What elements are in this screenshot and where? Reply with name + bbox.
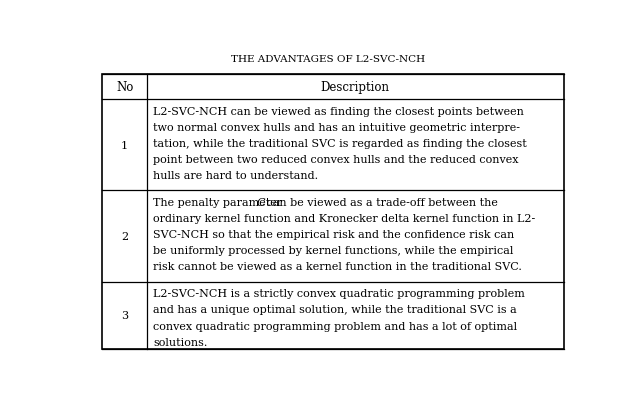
Text: and has a unique optimal solution, while the traditional SVC is a: and has a unique optimal solution, while… — [154, 305, 517, 315]
Text: SVC-NCH so that the empirical risk and the confidence risk can: SVC-NCH so that the empirical risk and t… — [154, 230, 515, 240]
Bar — [102, 74, 564, 349]
Text: point between two reduced convex hulls and the reduced convex: point between two reduced convex hulls a… — [154, 155, 519, 165]
Text: risk cannot be viewed as a kernel function in the traditional SVC.: risk cannot be viewed as a kernel functi… — [154, 262, 522, 272]
Text: L2-SVC-NCH can be viewed as finding the closest points between: L2-SVC-NCH can be viewed as finding the … — [154, 107, 524, 116]
Text: can be viewed as a trade-off between the: can be viewed as a trade-off between the — [263, 198, 498, 208]
Text: solutions.: solutions. — [154, 337, 208, 347]
Text: two normal convex hulls and has an intuitive geometric interpre-: two normal convex hulls and has an intui… — [154, 123, 520, 132]
Text: 1: 1 — [121, 140, 128, 150]
Text: be uniformly processed by kernel functions, while the empirical: be uniformly processed by kernel functio… — [154, 246, 514, 256]
Text: tation, while the traditional SVC is regarded as finding the closest: tation, while the traditional SVC is reg… — [154, 139, 527, 148]
Text: hulls are hard to understand.: hulls are hard to understand. — [154, 171, 319, 181]
Text: L2-SVC-NCH is a strictly convex quadratic programming problem: L2-SVC-NCH is a strictly convex quadrati… — [154, 289, 525, 299]
Text: Description: Description — [321, 81, 390, 93]
Text: convex quadratic programming problem and has a lot of optimal: convex quadratic programming problem and… — [154, 321, 518, 331]
Text: 3: 3 — [121, 310, 128, 320]
Text: THE ADVANTAGES OF L2-SVC-NCH: THE ADVANTAGES OF L2-SVC-NCH — [231, 55, 425, 63]
Text: C: C — [256, 198, 265, 208]
Text: ordinary kernel function and Kronecker delta kernel function in L2-: ordinary kernel function and Kronecker d… — [154, 214, 536, 224]
Text: No: No — [116, 81, 133, 93]
Text: The penalty parameter: The penalty parameter — [154, 198, 286, 208]
Text: 2: 2 — [121, 231, 128, 241]
